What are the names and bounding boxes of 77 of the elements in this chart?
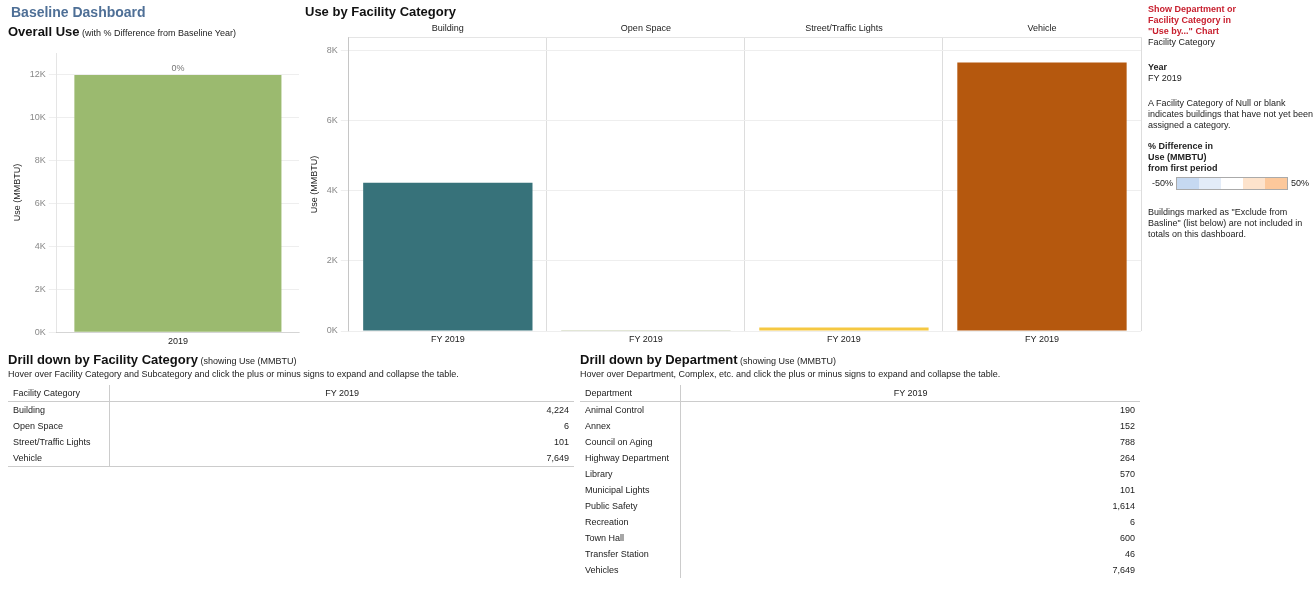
- data-label: 4,224: [109, 401, 574, 418]
- y-tick-label: 6K: [326, 114, 338, 125]
- data-label: 7,649: [109, 450, 574, 467]
- y-tick-label: 4K: [34, 240, 46, 251]
- text: FY 2019: [826, 333, 861, 344]
- x-tick-label: Building: [431, 22, 464, 33]
- text: Buildings marked as "Exclude from Basline" (list below) are not included in totals on this dashboard.: [1148, 207, 1304, 240]
- y-tick-label: 2K: [34, 283, 46, 294]
- category-label: Library: [584, 468, 614, 481]
- text: Department: [580, 385, 681, 402]
- data-label: 6: [680, 514, 1140, 530]
- data-label: 101: [680, 482, 1140, 498]
- category-label: Animal Control: [584, 404, 646, 417]
- text: FY 2019: [680, 385, 1140, 402]
- x-tick-label: Open Space: [620, 22, 671, 33]
- y-tick-label: 6K: [34, 197, 46, 208]
- category-label: Transfer Station: [584, 548, 650, 561]
- data-label: 6: [109, 418, 574, 434]
- annotation: 0%: [171, 62, 185, 73]
- category-label: Annex: [584, 420, 612, 433]
- text: A Facility Category of Null or blank indicates buildings that have not yet been assigned a category.: [1148, 98, 1315, 131]
- text: Baseline Dashboard: [11, 4, 147, 20]
- category-label: Vehicles: [584, 564, 620, 577]
- category-label: Open Space: [12, 420, 65, 433]
- x-tick-label: Vehicle: [1027, 22, 1057, 33]
- y-tick-label: 0K: [326, 325, 338, 336]
- y-tick-label: 4K: [326, 185, 338, 196]
- chart-subtitle: (with % Difference from Baseline Year): [81, 28, 236, 38]
- text: Year: [1148, 62, 1169, 73]
- y-tick-label: 2K: [326, 255, 338, 266]
- data-label: 788: [680, 434, 1140, 450]
- text: Hover over Department, Complex, etc. and click the plus or minus signs to expand and collapse the table.: [580, 369, 1002, 379]
- category-label: Building: [12, 404, 47, 417]
- data-label: 264: [680, 450, 1140, 466]
- data-label: 7,649: [680, 562, 1140, 578]
- text: Hover over Facility Category and Subcategory and click the plus or minus signs to expand and collapse the table.: [8, 369, 460, 379]
- text: FY 2019: [1148, 73, 1183, 84]
- text: -50%: [1151, 178, 1173, 189]
- data-label: 101: [109, 434, 574, 450]
- data-label: 570: [680, 466, 1140, 482]
- data-label: 600: [680, 530, 1140, 546]
- x-tick-label: Street/Traffic Lights: [805, 22, 884, 33]
- y-tick-label: 0K: [34, 326, 46, 337]
- text: 50%: [1291, 178, 1310, 189]
- color-bar-title: % Difference in Use (MMBTU) from first period: [1148, 141, 1218, 174]
- text: Facility Category: [1148, 37, 1217, 48]
- text: Drill down by Department: [580, 352, 738, 367]
- text: (showing Use (MMBTU): [199, 356, 297, 366]
- data-label: 1,614: [680, 498, 1140, 514]
- text: FY 2019: [1025, 333, 1059, 344]
- category-label: Municipal Lights: [584, 484, 651, 497]
- y-axis-title: Use (MMBTU): [11, 163, 22, 222]
- data-label: 152: [680, 418, 1140, 434]
- category-label: Public Safety: [584, 500, 639, 513]
- text: Show Department or Facility Category in "Use by..." Chart: [1148, 4, 1237, 37]
- category-label: Vehicle: [12, 452, 44, 465]
- text: Drill down by Facility Category: [8, 352, 198, 367]
- category-label: Recreation: [584, 516, 630, 529]
- y-tick-label: 8K: [34, 154, 46, 165]
- y-tick-label: 10K: [29, 111, 46, 122]
- x-tick-label: 2019: [167, 336, 188, 347]
- chart-title: Use by Facility Category: [305, 4, 457, 19]
- text: (showing Use (MMBTU): [738, 356, 836, 366]
- x-axis-title: FY 2019: [430, 333, 465, 344]
- text: FY 2019: [109, 385, 574, 402]
- category-label: Town Hall: [584, 532, 625, 545]
- category-label: Council on Aging: [584, 436, 654, 449]
- category-label: Street/Traffic Lights: [12, 436, 92, 449]
- text: Facility Category: [8, 385, 110, 402]
- y-tick-label: 8K: [326, 44, 338, 55]
- data-label: 190: [680, 401, 1140, 418]
- text: FY 2019: [628, 333, 663, 344]
- chart-title: Overall Use: [8, 24, 80, 39]
- y-tick-label: 12K: [29, 68, 46, 79]
- category-label: Highway Department: [584, 452, 671, 465]
- y-axis-title: Use (MMBTU): [308, 155, 319, 214]
- data-label: 46: [680, 546, 1140, 562]
